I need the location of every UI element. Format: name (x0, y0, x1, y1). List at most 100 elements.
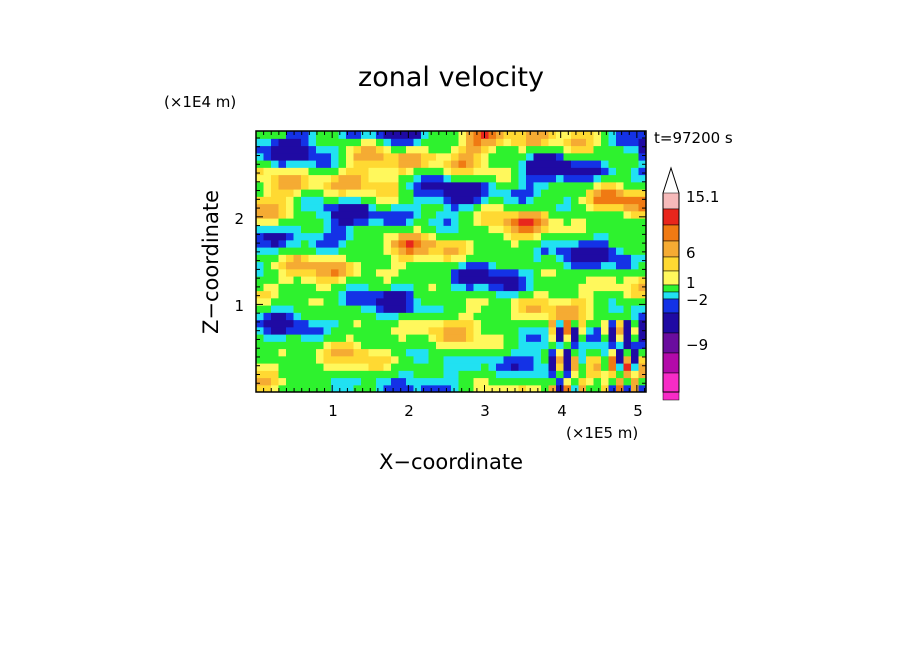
field-cell (368, 283, 377, 292)
field-cell (443, 145, 452, 154)
field-cell (526, 355, 535, 364)
field-cell (511, 138, 520, 147)
field-cell (601, 377, 610, 386)
field-cell (398, 326, 407, 335)
field-cell (346, 348, 355, 357)
field-cell (361, 363, 370, 371)
field-cell (458, 138, 467, 147)
field-cell (586, 138, 595, 147)
x-tick-label-3: 3 (480, 402, 490, 420)
field-cell (541, 355, 550, 364)
field-cell (301, 152, 310, 161)
field-cell (526, 203, 535, 212)
field-cell (383, 341, 392, 350)
field-cell (323, 210, 332, 219)
field-cell (271, 210, 280, 219)
field-cell (481, 377, 490, 386)
field-cell (308, 355, 317, 364)
field-cell (556, 290, 565, 299)
field-cell (443, 247, 452, 255)
field-cell (368, 261, 377, 270)
field-cell (526, 348, 535, 357)
field-cell (631, 210, 640, 219)
field-cell (496, 283, 505, 292)
field-cell (263, 225, 272, 234)
field-cell (496, 305, 505, 313)
field-cell (368, 377, 377, 386)
field-cell (608, 189, 617, 197)
field-cell (346, 370, 355, 379)
field-cell (518, 326, 527, 335)
field-cell (511, 232, 520, 241)
field-cell (473, 341, 482, 350)
field-cell (601, 232, 610, 241)
field-cell (436, 363, 445, 371)
field-cell (301, 203, 310, 212)
field-cell (458, 196, 467, 205)
field-cell (338, 348, 347, 357)
field-cell (623, 131, 632, 139)
field-cell (346, 261, 355, 270)
field-cell (256, 319, 265, 328)
field-cell (346, 305, 355, 313)
time-label: t=97200 s (654, 129, 733, 147)
field-cell (353, 319, 362, 328)
field-cell (301, 268, 310, 277)
field-cell (331, 189, 340, 197)
field-cell (458, 160, 467, 168)
field-cell (443, 290, 452, 299)
field-cell (578, 189, 587, 197)
field-cell (451, 370, 460, 379)
field-cell (353, 384, 362, 392)
field-cell (361, 290, 370, 299)
field-cell (488, 167, 497, 176)
field-cell (293, 167, 302, 176)
field-cell (368, 239, 377, 248)
field-cell (413, 152, 422, 161)
field-cell (488, 247, 497, 255)
field-cell (601, 218, 610, 226)
field-cell (541, 160, 550, 168)
field-cell (263, 312, 272, 321)
field-cell (593, 145, 602, 154)
field-cell (488, 152, 497, 161)
field-cell (503, 210, 512, 219)
field-cell (286, 189, 295, 197)
field-cell (398, 254, 407, 263)
field-cell (503, 189, 512, 197)
field-cell (376, 283, 385, 292)
field-cell (548, 348, 557, 357)
field-cell (271, 218, 280, 226)
x-tick-label-2: 2 (404, 402, 414, 420)
field-cell (413, 348, 422, 357)
field-cell (406, 384, 415, 392)
field-cell (571, 254, 580, 263)
field-cell (278, 283, 287, 292)
field-cell (391, 355, 400, 364)
field-cell (458, 276, 467, 284)
field-cell (526, 152, 535, 161)
field-cell (331, 334, 340, 342)
field-cell (571, 167, 580, 176)
field-cell (458, 305, 467, 313)
field-cell (361, 334, 370, 342)
field-cell (316, 145, 325, 154)
field-cell (286, 283, 295, 292)
field-cell (608, 167, 617, 176)
field-cell (278, 203, 287, 212)
field-cell (496, 181, 505, 190)
field-cell (338, 138, 347, 147)
field-cell (541, 326, 550, 335)
field-cell (398, 363, 407, 371)
field-cell (563, 290, 572, 299)
field-cell (391, 334, 400, 342)
field-cell (533, 145, 542, 154)
field-cell (533, 254, 542, 263)
field-cell (481, 152, 490, 161)
field-cell (563, 334, 572, 342)
field-cell (323, 152, 332, 161)
field-cell (323, 312, 332, 321)
field-cell (578, 145, 587, 154)
field-cell (413, 290, 422, 299)
field-cell (301, 254, 310, 263)
